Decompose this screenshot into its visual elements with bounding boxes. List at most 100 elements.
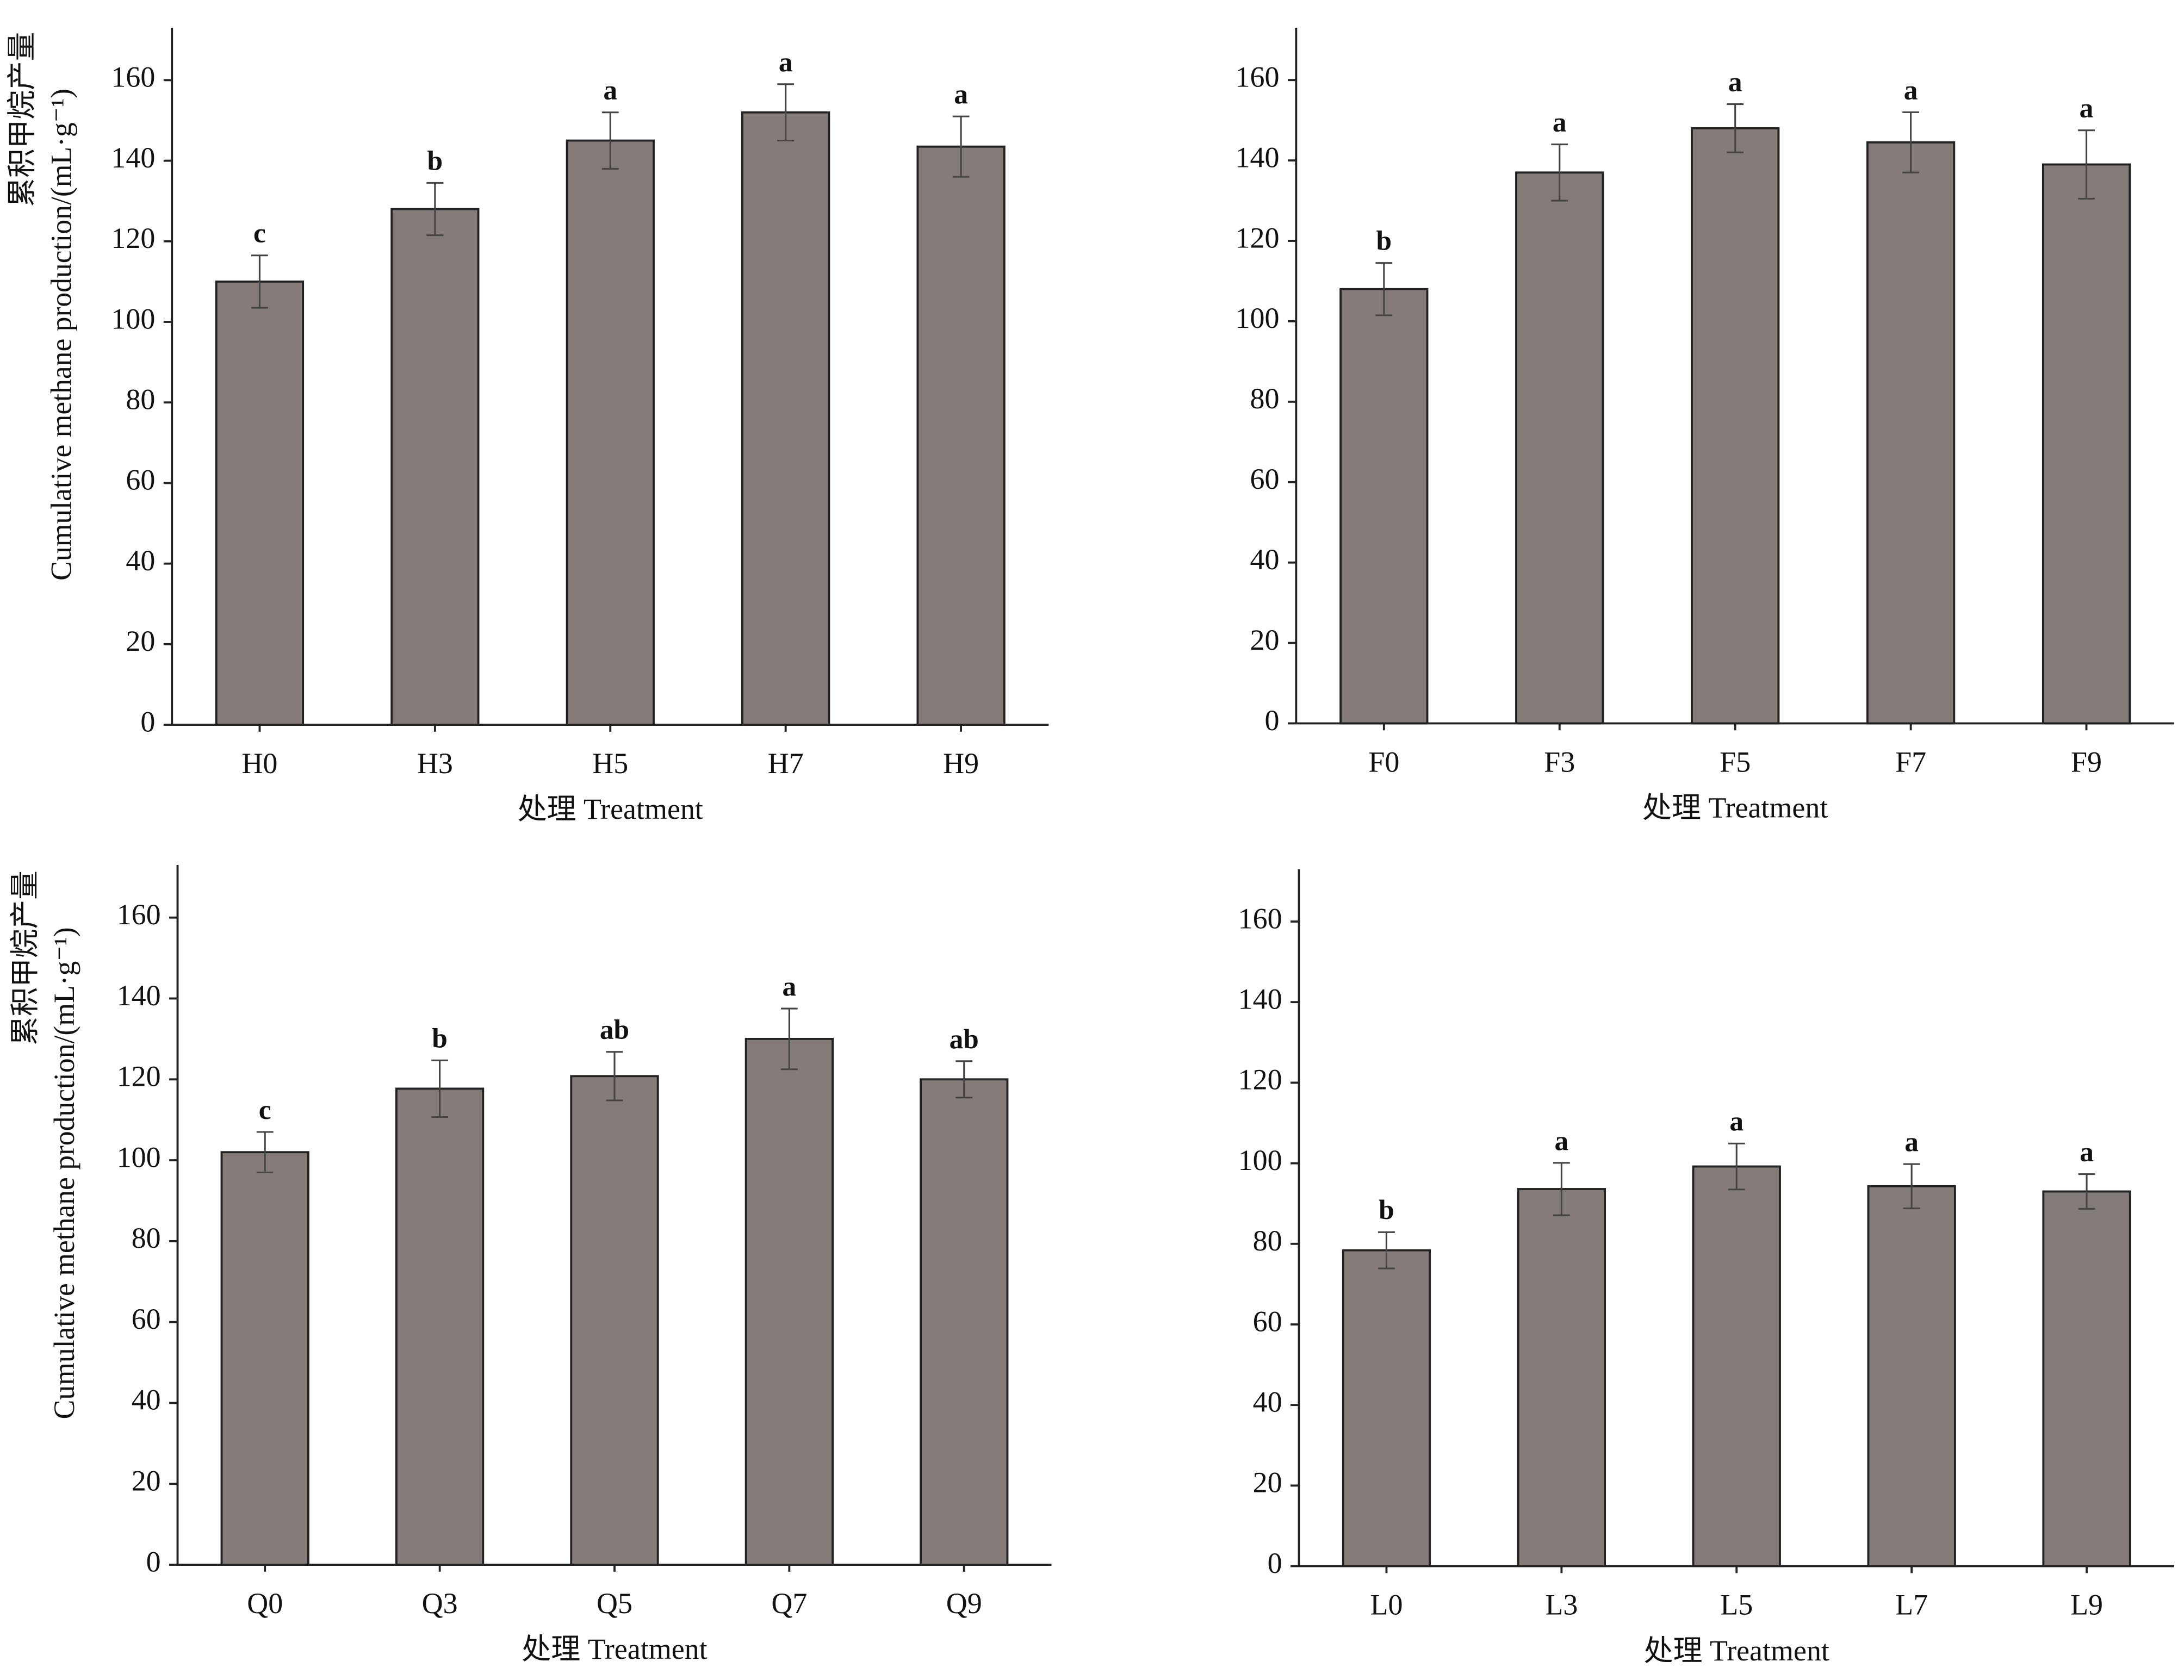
y-tick-label: 100 xyxy=(1236,302,1280,334)
x-axis-label: 处理 Treatment xyxy=(522,1633,707,1665)
y-tick-label: 40 xyxy=(132,1384,161,1416)
bar xyxy=(1691,127,1780,725)
significance-letter: c xyxy=(253,218,266,249)
x-tick-label: F0 xyxy=(1368,746,1399,779)
significance-letter: b xyxy=(1379,1194,1394,1225)
x-tick-label: L7 xyxy=(1895,1589,1928,1621)
y-tick-label: 120 xyxy=(117,1060,161,1093)
y-tick-label: 140 xyxy=(1236,141,1280,174)
x-tick-label: H5 xyxy=(592,747,628,780)
y-tick-label: 100 xyxy=(111,302,155,335)
significance-letter: a xyxy=(954,79,968,110)
x-axis-label: 处理 Treatment xyxy=(1644,1634,1829,1667)
bar xyxy=(1515,171,1604,725)
x-tick-label: L5 xyxy=(1720,1589,1753,1621)
error-bar xyxy=(256,1131,274,1173)
error-bar xyxy=(1553,1162,1570,1216)
significance-letter: a xyxy=(783,971,797,1002)
y-axis-label: 累积甲烷产量 xyxy=(6,32,39,207)
error-bar xyxy=(780,1007,798,1071)
bar xyxy=(390,208,480,726)
y-tick-label: 80 xyxy=(132,1222,161,1254)
bar xyxy=(2042,1190,2131,1567)
x-tick-label: L9 xyxy=(2070,1589,2103,1621)
x-tick-label: Q5 xyxy=(597,1587,632,1620)
bar xyxy=(1692,1165,1781,1567)
significance-letter: b xyxy=(427,145,443,176)
y-tick-label: 140 xyxy=(117,979,161,1012)
bar xyxy=(1339,288,1429,725)
bar xyxy=(395,1087,485,1566)
significance-letter: a xyxy=(1555,1125,1569,1156)
bar xyxy=(566,139,655,726)
y-tick-label: 20 xyxy=(1253,1466,1282,1499)
significance-letter: a xyxy=(1553,107,1567,138)
x-tick-label: Q7 xyxy=(771,1587,807,1620)
error-bar xyxy=(952,115,970,178)
error-bar xyxy=(606,1051,623,1102)
error-bar xyxy=(1728,1142,1745,1191)
y-tick-label: 120 xyxy=(111,222,155,254)
error-bar xyxy=(955,1060,973,1099)
significance-letter: a xyxy=(2080,1137,2094,1168)
x-axis-label: 处理 Treatment xyxy=(518,793,703,825)
y-tick-label: 80 xyxy=(126,383,155,416)
y-tick-label: 160 xyxy=(117,898,161,931)
y-tick-label: 0 xyxy=(140,706,155,738)
significance-letter: a xyxy=(1904,75,1918,106)
significance-letter: b xyxy=(432,1023,448,1054)
y-tick-label: 40 xyxy=(1250,543,1280,576)
y-tick-label: 20 xyxy=(126,625,155,657)
bar xyxy=(1342,1249,1431,1567)
significance-letter: a xyxy=(603,75,617,106)
bar xyxy=(916,145,1006,726)
bar xyxy=(570,1075,659,1566)
x-tick-label: F7 xyxy=(1895,746,1926,779)
y-tick-label: 160 xyxy=(1238,902,1282,935)
bar xyxy=(920,1078,1009,1566)
y-tick-label: 20 xyxy=(1250,624,1280,656)
x-tick-label: Q3 xyxy=(422,1587,458,1620)
bar xyxy=(1867,1185,1956,1567)
y-tick-label: 0 xyxy=(1268,1547,1282,1579)
y-tick-label: 140 xyxy=(111,141,155,174)
x-tick-label: H9 xyxy=(943,747,979,780)
y-tick-label: 100 xyxy=(117,1141,161,1174)
significance-letter: c xyxy=(259,1094,271,1125)
error-bar xyxy=(426,182,444,237)
error-bar xyxy=(2078,129,2095,200)
x-tick-label: F5 xyxy=(1720,746,1751,779)
y-tick-label: 0 xyxy=(1265,704,1280,737)
y-tick-label: 120 xyxy=(1236,221,1280,254)
x-tick-label: Q9 xyxy=(946,1587,982,1620)
y-tick-label: 60 xyxy=(1253,1305,1282,1337)
error-bar xyxy=(1551,144,1568,202)
y-tick-label: 40 xyxy=(1253,1386,1282,1418)
error-bar xyxy=(431,1059,449,1118)
error-bar xyxy=(1903,1163,1920,1210)
bar xyxy=(1866,141,1956,725)
y-tick-label: 60 xyxy=(1250,463,1280,495)
error-bar xyxy=(1727,103,1744,153)
y-tick-label: 0 xyxy=(146,1546,161,1578)
significance-letter: b xyxy=(1376,226,1392,257)
x-axis-label: 处理 Treatment xyxy=(1642,792,1828,824)
error-bar xyxy=(777,83,795,142)
significance-letter: ab xyxy=(950,1024,979,1055)
bar xyxy=(2042,163,2131,725)
x-tick-label: H3 xyxy=(417,747,453,780)
error-bar xyxy=(1902,111,1920,173)
error-bar xyxy=(251,254,268,309)
error-bar xyxy=(601,111,619,170)
error-bar xyxy=(1378,1231,1395,1270)
y-tick-label: 160 xyxy=(111,61,155,94)
x-tick-label: L3 xyxy=(1545,1589,1578,1621)
significance-letter: ab xyxy=(600,1015,629,1046)
bar xyxy=(744,1037,834,1566)
y-tick-label: 80 xyxy=(1253,1224,1282,1257)
x-tick-label: H7 xyxy=(768,747,804,780)
y-axis-label: 累积甲烷产量 xyxy=(9,870,41,1046)
bar xyxy=(1517,1188,1606,1567)
x-tick-label: Q0 xyxy=(247,1587,283,1620)
